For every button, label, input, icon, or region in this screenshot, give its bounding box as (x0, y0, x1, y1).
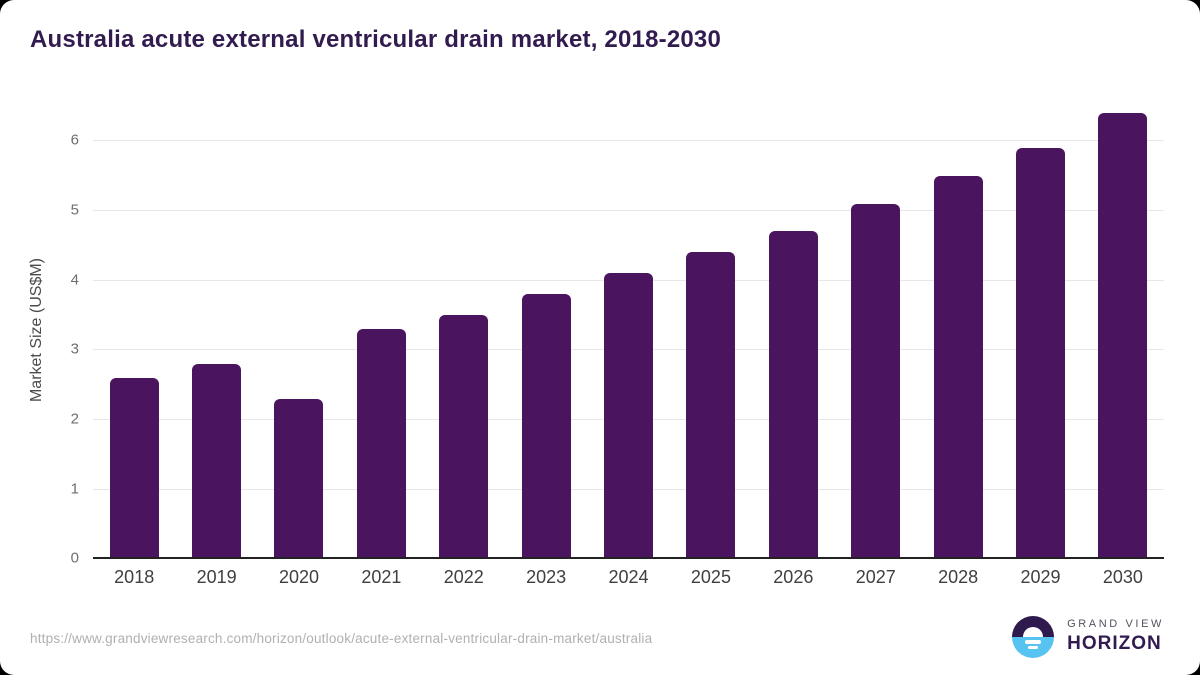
bar-slot-2022 (423, 99, 505, 559)
y-tick-label-6: 6 (70, 131, 79, 149)
x-axis-line (93, 557, 1164, 559)
x-tick-label-2024: 2024 (608, 567, 649, 587)
bar-slot-2020 (258, 99, 340, 559)
bar-slot-2018 (93, 99, 175, 559)
bar-slot-2027 (835, 99, 917, 559)
bar-slot-2025 (670, 99, 752, 559)
y-tick-label-2: 2 (70, 410, 79, 428)
logo-text: GRAND VIEW HORIZON (1067, 618, 1164, 656)
bar-slot-2024 (587, 99, 669, 559)
x-tick-label-2029: 2029 (1020, 567, 1061, 587)
bar-2026 (768, 231, 818, 559)
grand-view-horizon-logo: GRAND VIEW HORIZON (1012, 616, 1164, 658)
bar-2027 (851, 203, 901, 559)
x-tick-label-2025: 2025 (690, 567, 731, 587)
x-tick-label-2020: 2020 (278, 567, 319, 587)
x-tick-label-2026: 2026 (773, 567, 814, 587)
horizon-sun-icon (1012, 616, 1055, 658)
y-tick-label-5: 5 (70, 201, 79, 219)
bar-2023 (521, 294, 571, 559)
y-axis-label: Market Size (US$M) (28, 257, 45, 403)
plot-area: 0 1 2 3 4 5 6 (71, 99, 1164, 567)
gridline-5 (93, 210, 1164, 212)
y-tick-label-1: 1 (70, 480, 79, 498)
y-tick-label-0: 0 (70, 549, 79, 567)
x-axis-labels: 2018 2019 2020 2021 2022 2023 2024 2025 2026 2027… (93, 567, 1164, 588)
x-tick-label-2018: 2018 (114, 567, 155, 587)
bar-2019 (192, 363, 242, 559)
y-tick-label-3: 3 (70, 340, 79, 358)
x-tick-label-2028: 2028 (938, 567, 979, 587)
gridline-6 (93, 140, 1164, 142)
bar-slot-2029 (999, 99, 1081, 559)
footer-url: https://www.grandviewresearch.com/horizo… (30, 631, 653, 646)
bar-2028 (933, 175, 983, 559)
bar-slot-2026 (752, 99, 834, 559)
bar-2024 (604, 273, 654, 559)
bar-series (93, 99, 1164, 559)
bar-2025 (686, 252, 736, 559)
bar-2021 (356, 329, 406, 559)
x-tick-label-2030: 2030 (1102, 567, 1143, 587)
x-tick-label-2022: 2022 (443, 567, 484, 587)
bar-2029 (1015, 147, 1065, 559)
bar-slot-2028 (917, 99, 999, 559)
bar-slot-2019 (175, 99, 257, 559)
bar-slot-2021 (340, 99, 422, 559)
logo-text-grand-view: GRAND VIEW (1067, 618, 1164, 631)
chart-title: Australia acute external ventricular dra… (30, 26, 722, 53)
bar-2020 (274, 398, 324, 559)
x-tick-label-2023: 2023 (526, 567, 567, 587)
bar-2030 (1098, 112, 1148, 559)
y-tick-label-4: 4 (70, 271, 79, 289)
x-tick-label-2021: 2021 (361, 567, 402, 587)
logo-text-horizon: HORIZON (1067, 633, 1162, 654)
bar-slot-2023 (505, 99, 587, 559)
x-tick-label-2027: 2027 (855, 567, 896, 587)
bar-slot-2030 (1082, 99, 1164, 559)
bar-2022 (439, 315, 489, 559)
bar-2018 (109, 377, 159, 559)
x-tick-label-2019: 2019 (196, 567, 237, 587)
